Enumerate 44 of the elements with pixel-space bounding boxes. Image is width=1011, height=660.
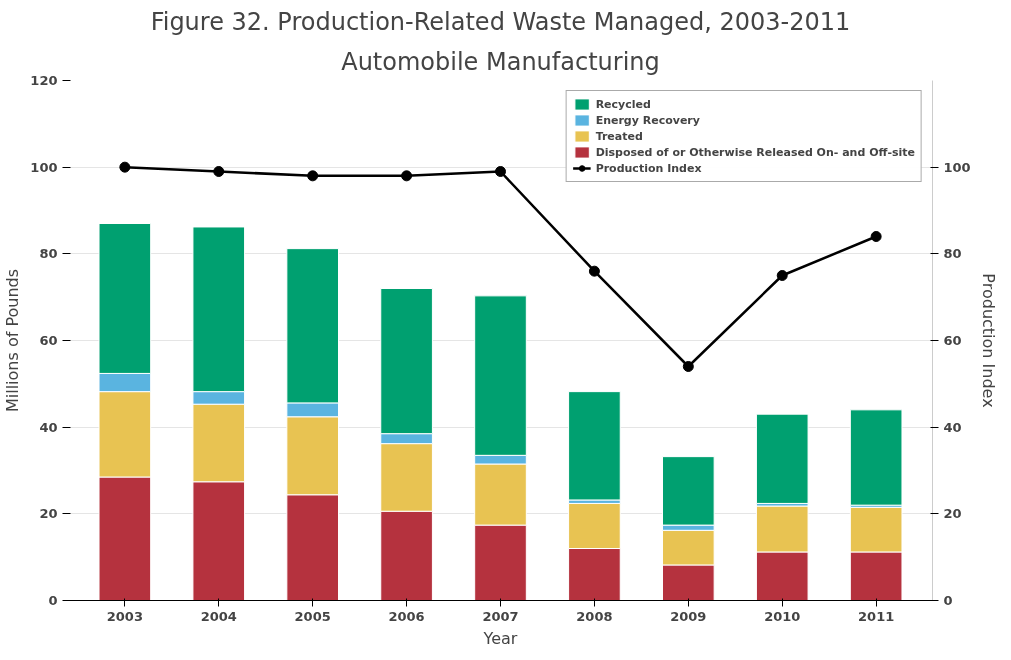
x-tick-label: 2008 [576, 608, 613, 624]
point [213, 166, 225, 177]
y2-axis-title: Production Index [978, 273, 998, 408]
y2-tick-label: 100 [943, 159, 971, 175]
x-tick-label: 2004 [200, 608, 237, 624]
y-axis-title: Millions of Pounds [3, 268, 23, 413]
x-tick-label: 2003 [106, 608, 143, 624]
legend-label: Treated [595, 129, 643, 143]
point [870, 231, 882, 242]
y-tick-label: 40 [39, 419, 58, 435]
legend-label: Recycled [595, 97, 651, 111]
legend-label: Disposed of or Otherwise Released On- and Off-site [595, 145, 915, 159]
chart-subtitle: Automobile Manufacturing [341, 47, 660, 76]
x-axis-title: Year [482, 628, 518, 648]
point [588, 265, 600, 277]
point [307, 170, 319, 182]
y-tick-label: 60 [39, 333, 58, 348]
legend-label: Production Index [595, 161, 702, 175]
point [401, 170, 413, 182]
legend-label: Energy Recovery [595, 113, 700, 127]
y-tick-label: 0 [48, 593, 58, 608]
x-tick-label: 2006 [388, 608, 425, 624]
point [776, 270, 788, 281]
x-tick-label: 2010 [764, 608, 801, 624]
y-tick-label: 120 [30, 73, 58, 88]
bar [849, 409, 903, 506]
y-tick-label: 100 [30, 159, 58, 175]
chart-title: Figure 32. Production-Related Waste Managed, 2003-2011 [150, 7, 851, 36]
y2-tick-label: 80 [943, 246, 962, 262]
point [682, 361, 694, 372]
y-tick-label: 80 [39, 246, 58, 262]
x-tick-label: 2011 [858, 608, 895, 624]
bar [755, 413, 809, 504]
x-tick-label: 2007 [482, 608, 519, 624]
x-tick-label: 2009 [670, 608, 707, 624]
y2-tick-label: 20 [943, 506, 962, 522]
y2-tick-label: 60 [943, 333, 962, 348]
y2-tick-label: 40 [943, 419, 962, 435]
bar [568, 391, 621, 501]
y-tick-label: 20 [39, 506, 58, 522]
y2-tick-label: 0 [943, 593, 953, 608]
x-tick-label: 2005 [294, 608, 331, 624]
point [495, 166, 506, 177]
point [119, 161, 131, 173]
